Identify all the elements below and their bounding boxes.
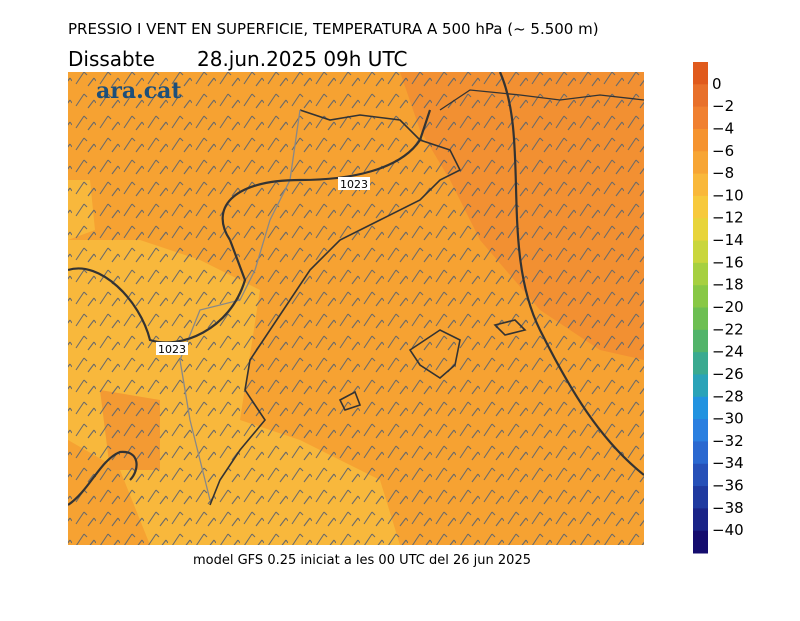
isobar-label: 1023 — [158, 343, 186, 356]
date: 28.jun.2025 09h UTC — [197, 47, 407, 71]
colorbar-segment — [693, 240, 708, 264]
colorbar-segment — [693, 218, 708, 242]
colorbar-label: −10 — [712, 186, 744, 204]
colorbar-label: −36 — [712, 477, 744, 495]
colorbar: 0 −2 −4 −6 −8 −10 −12 −14 −16 −18 −20 −22 −24 −26 −28 −… — [693, 62, 744, 554]
colorbar-segment — [693, 285, 708, 308]
colorbar-label: −24 — [712, 343, 744, 361]
colorbar-label: −12 — [712, 209, 744, 227]
colorbar-label: −6 — [712, 142, 734, 160]
colorbar-segment — [693, 62, 708, 85]
title: PRESSIO I VENT EN SUPERFICIE, TEMPERATUR… — [68, 20, 599, 38]
colorbar-segment — [693, 530, 708, 554]
colorbar-label: −16 — [712, 253, 744, 271]
colorbar-segment — [693, 128, 708, 152]
colorbar-segment — [693, 173, 708, 197]
colorbar-segment — [693, 441, 708, 465]
colorbar-segment — [693, 151, 708, 175]
isobar-label: 1023 — [340, 178, 368, 191]
colorbar-label: −40 — [712, 521, 744, 539]
colorbar-label: −2 — [712, 97, 734, 115]
isobar-label-box — [156, 342, 188, 355]
colorbar-label: −30 — [712, 410, 744, 428]
colorbar-segment — [693, 508, 708, 532]
colorbar-label: −32 — [712, 432, 744, 450]
colorbar-segment — [693, 352, 708, 375]
colorbar-segment — [693, 329, 708, 353]
logo: ara.cat — [96, 78, 182, 104]
colorbar-label: −4 — [712, 119, 734, 137]
colorbar-label: −14 — [712, 231, 744, 249]
colorbar-segment — [693, 486, 708, 509]
colorbar-segment — [693, 106, 708, 130]
day: Dissabte — [68, 47, 155, 71]
colorbar-segment — [693, 374, 708, 398]
colorbar-label: −34 — [712, 454, 744, 472]
footer: model GFS 0.25 iniciat a les 00 UTC del … — [193, 553, 531, 568]
map: 1023 1023 ara.cat — [68, 72, 644, 545]
colorbar-segment — [693, 396, 708, 420]
colorbar-segment — [693, 84, 708, 108]
colorbar-segment — [693, 307, 708, 331]
colorbar-label: −18 — [712, 276, 744, 294]
colorbar-segment — [693, 195, 708, 219]
colorbar-segment — [693, 419, 708, 442]
colorbar-label: −8 — [712, 164, 734, 182]
colorbar-label: −28 — [712, 387, 744, 405]
colorbar-label: 0 — [712, 75, 722, 93]
colorbar-label: −38 — [712, 499, 744, 517]
isobar-label-box — [338, 177, 370, 190]
colorbar-label: −22 — [712, 320, 744, 338]
colorbar-label: −20 — [712, 298, 744, 316]
colorbar-segment — [693, 262, 708, 286]
colorbar-label: −26 — [712, 365, 744, 383]
colorbar-segment — [693, 463, 708, 487]
